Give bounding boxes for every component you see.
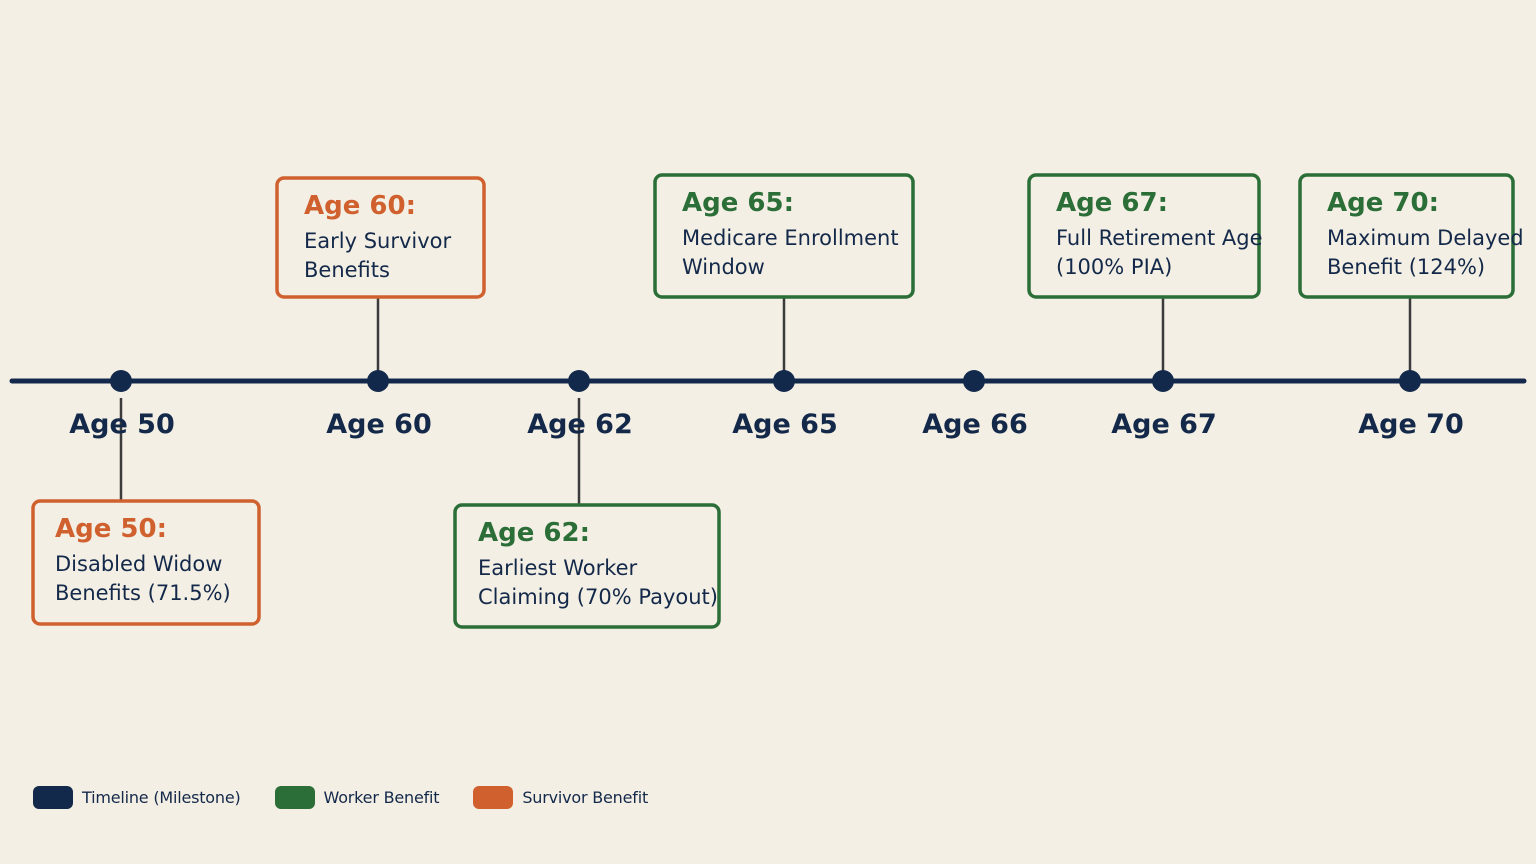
legend-item-timeline: Timeline (Milestone) xyxy=(33,786,241,809)
callout-text-line: Medicare Enrollment xyxy=(682,226,899,250)
milestone-dot xyxy=(963,370,985,392)
callout-frame xyxy=(1298,173,1515,299)
callout-text-line: Benefits (71.5%) xyxy=(55,581,231,605)
callout-frame xyxy=(275,176,486,299)
callout-frame xyxy=(31,499,261,626)
callout-text-line: Full Retirement Age xyxy=(1056,226,1263,250)
callout-text-line: Maximum Delayed xyxy=(1327,226,1524,250)
milestone-label: Age 60 xyxy=(326,409,432,440)
legend-label-survivor: Survivor Benefit xyxy=(522,788,649,807)
callout-text-line: Window xyxy=(682,255,765,279)
legend-swatch-worker xyxy=(274,786,315,809)
callout-text-line: Claiming (70% Payout) xyxy=(478,585,718,609)
legend: Timeline (Milestone) Worker Benefit Surv… xyxy=(33,786,648,809)
callout-box-worker: Age 67: Full Retirement Age (100% PIA) xyxy=(1027,173,1263,299)
callout-title: Age 65: xyxy=(682,188,794,218)
legend-label-timeline: Timeline (Milestone) xyxy=(82,788,241,807)
callout-text-line: Early Survivor xyxy=(304,229,452,253)
callout-text-line: Earliest Worker xyxy=(478,556,638,580)
milestone-dot xyxy=(773,370,795,392)
callout-frame xyxy=(653,173,915,299)
callout-text-line: Benefit (124%) xyxy=(1327,255,1485,279)
callout-title: Age 67: xyxy=(1056,188,1168,218)
milestone-label: Age 65 xyxy=(732,409,838,440)
milestone-dot xyxy=(1152,370,1174,392)
milestone-dot xyxy=(1399,370,1421,392)
milestone-label: Age 66 xyxy=(922,409,1028,440)
callout-frame xyxy=(453,503,721,629)
callout-title: Age 60: xyxy=(304,191,416,221)
callout-box-worker: Age 62: Earliest Worker Claiming (70% Payo… xyxy=(453,503,721,629)
milestone-label: Age 62 xyxy=(527,409,633,440)
callout-frame xyxy=(1027,173,1261,299)
callout-box-worker: Age 70: Maximum Delayed Benefit (124%) xyxy=(1298,173,1524,299)
legend-swatch-timeline xyxy=(33,786,73,809)
legend-item-worker: Worker Benefit xyxy=(274,786,440,809)
legend-swatch-survivor xyxy=(473,786,514,809)
callout-text-line: Disabled Widow xyxy=(55,552,222,576)
callout-text-line: (100% PIA) xyxy=(1056,255,1172,279)
callout-box-survivor: Age 60: Early Survivor Benefits xyxy=(275,176,486,299)
milestone-label: Age 50 xyxy=(69,409,175,440)
milestone-dot xyxy=(568,370,590,392)
milestone-label: Age 67 xyxy=(1111,409,1217,440)
milestone-dot xyxy=(367,370,389,392)
legend-item-survivor: Survivor Benefit xyxy=(473,786,648,809)
callout-box-worker: Age 65: Medicare Enrollment Window xyxy=(653,173,915,299)
callout-title: Age 50: xyxy=(55,514,167,544)
legend-label-worker: Worker Benefit xyxy=(323,788,440,807)
callout-text-line: Benefits xyxy=(304,258,390,282)
milestone-dot xyxy=(110,370,132,392)
callout-title: Age 70: xyxy=(1327,188,1439,218)
callout-box-survivor: Age 50: Disabled Widow Benefits (71.5%) xyxy=(31,499,261,626)
callout-title: Age 62: xyxy=(478,518,590,548)
milestone-label: Age 70 xyxy=(1358,409,1464,440)
